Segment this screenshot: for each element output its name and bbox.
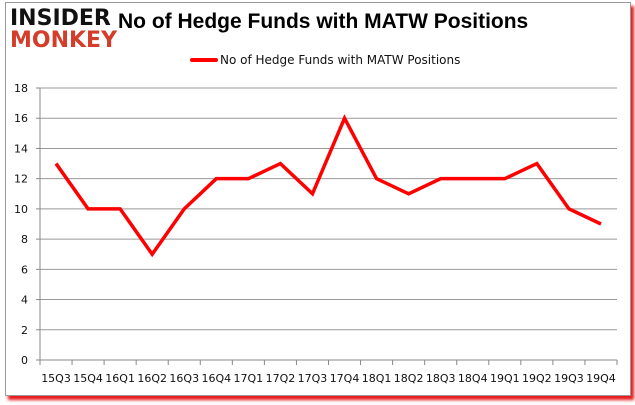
y-tick-label: 10: [14, 203, 28, 216]
x-tick-label: 18Q3: [426, 372, 456, 385]
x-tick-label: 19Q4: [586, 372, 616, 385]
x-tick-label: 16Q4: [201, 372, 231, 385]
x-tick-label: 15Q4: [73, 372, 103, 385]
x-tick-label: 17Q2: [266, 372, 296, 385]
x-tick-label: 16Q1: [105, 372, 135, 385]
x-tick-label: 19Q3: [554, 372, 584, 385]
x-tick-label: 16Q2: [137, 372, 167, 385]
legend: No of Hedge Funds with MATW Positions: [190, 53, 460, 67]
logo-line1: INSIDER: [10, 6, 111, 31]
y-tick-label: 0: [21, 354, 28, 367]
y-tick-label: 6: [21, 263, 28, 276]
y-tick-label: 16: [14, 112, 28, 125]
insider-monkey-logo: INSIDER MONKEY: [10, 6, 118, 53]
y-tick-label: 14: [14, 142, 28, 155]
x-tick-label: 17Q3: [298, 372, 328, 385]
x-tick-label: 18Q1: [362, 372, 392, 385]
y-tick-label: 2: [21, 324, 28, 337]
x-tick-label: 19Q2: [522, 372, 552, 385]
x-tick-label: 19Q1: [490, 372, 520, 385]
y-tick-label: 12: [14, 173, 28, 186]
y-tick-label: 8: [21, 233, 28, 246]
x-tick-label: 18Q4: [458, 372, 488, 385]
legend-swatch: [190, 58, 218, 62]
x-tick-label: 16Q3: [169, 372, 199, 385]
logo-line2: MONKEY: [10, 28, 118, 53]
y-tick-label: 18: [14, 82, 28, 95]
x-tick-label: 17Q4: [330, 372, 360, 385]
chart-title: No of Hedge Funds with MATW Positions: [118, 10, 529, 33]
x-tick-label: 18Q2: [394, 372, 424, 385]
legend-label: No of Hedge Funds with MATW Positions: [220, 53, 461, 67]
x-tick-label: 15Q3: [41, 372, 71, 385]
x-tick-label: 17Q1: [234, 372, 264, 385]
chart-frame: [5, 2, 631, 396]
y-tick-label: 4: [21, 294, 28, 307]
series-line: [54, 114, 602, 258]
